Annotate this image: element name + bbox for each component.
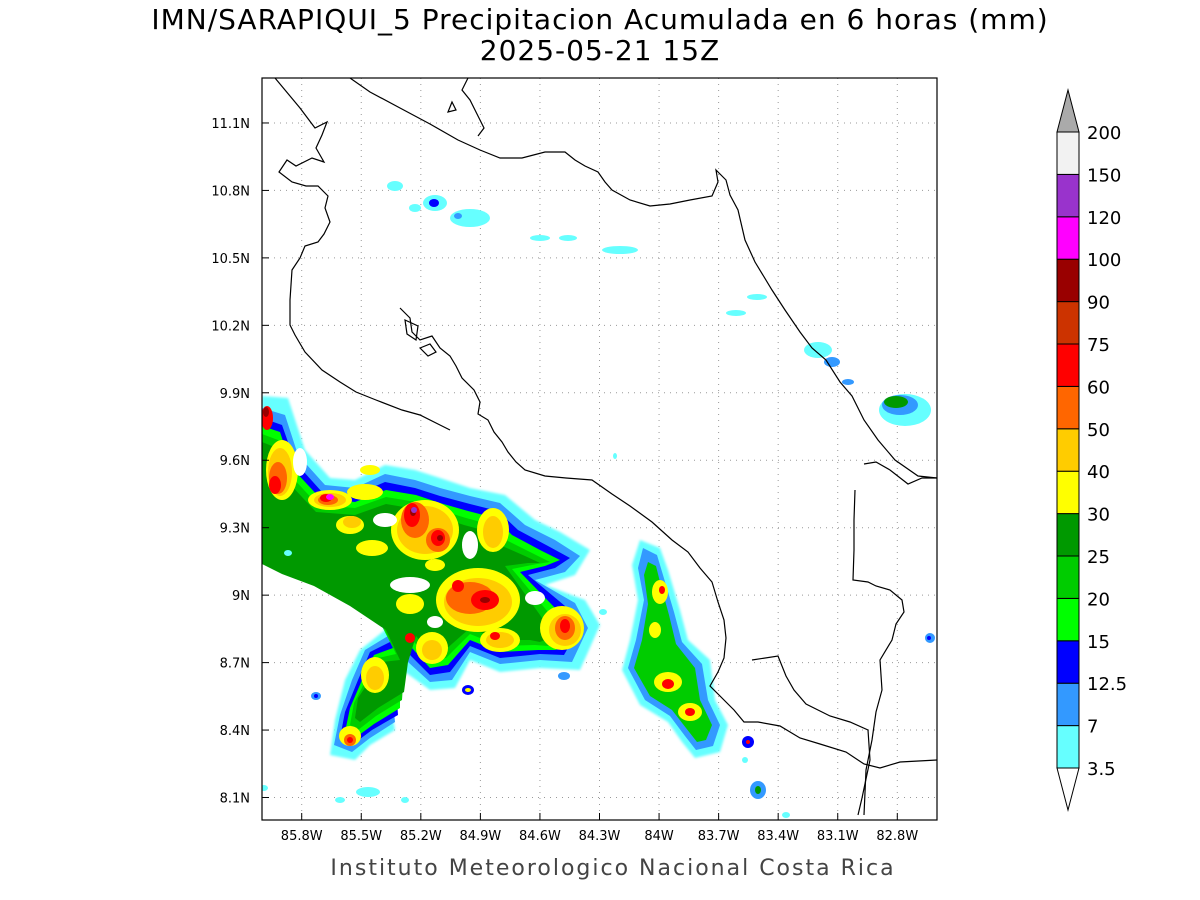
colorbar-swatch bbox=[1056, 131, 1080, 175]
colorbar-label: 200 bbox=[1087, 123, 1121, 144]
lon-tick-label: 84.6W bbox=[519, 829, 561, 844]
colorbar-label: 30 bbox=[1087, 505, 1110, 526]
lon-tick-label: 85.5W bbox=[340, 829, 382, 844]
panama-border bbox=[852, 489, 905, 816]
map-title: IMN/SARAPIQUI_5 Precipitacion Acumulada … bbox=[151, 3, 1049, 36]
precipitation-field bbox=[262, 181, 935, 818]
lat-tick-label: 10.8N bbox=[211, 184, 250, 199]
colorbar: 3.5 7 12.5 15 20 25 30 40 50 60 75 90 100 120 150 200 bbox=[1056, 88, 1127, 812]
colorbar-swatch bbox=[1056, 470, 1080, 515]
colorbar-label: 20 bbox=[1087, 589, 1110, 610]
rain-core-120 bbox=[411, 507, 417, 513]
lon-tick-label: 82.8W bbox=[876, 829, 918, 844]
colorbar-swatch bbox=[1056, 428, 1080, 472]
lat-tick-label: 8.4N bbox=[220, 724, 250, 739]
lat-tick-label: 11.1N bbox=[211, 117, 250, 132]
lon-tick-label: 85.2W bbox=[400, 829, 442, 844]
lat-tick-label: 9.9N bbox=[220, 387, 250, 402]
colorbar-label: 120 bbox=[1087, 208, 1121, 229]
colorbar-label: 75 bbox=[1087, 335, 1110, 356]
colorbar-label: 7 bbox=[1087, 717, 1098, 738]
colorbar-swatch bbox=[1056, 682, 1080, 727]
rain-core-60 bbox=[659, 586, 695, 716]
colorbar-swatch bbox=[1056, 640, 1080, 684]
osa-peninsula bbox=[751, 655, 871, 816]
colorbar-high-arrow bbox=[1056, 88, 1080, 133]
colorbar-label: 100 bbox=[1087, 250, 1121, 271]
lat-tick-label: 8.7N bbox=[220, 657, 250, 672]
colorbar-swatch bbox=[1056, 555, 1080, 599]
lat-tick-label: 10.2N bbox=[211, 319, 250, 334]
rain-band-southeast bbox=[634, 562, 712, 742]
colorbar-swatch bbox=[1056, 725, 1080, 769]
colorbar-swatch bbox=[1056, 385, 1080, 430]
panama-border bbox=[863, 461, 937, 485]
colorbar-label: 60 bbox=[1087, 377, 1110, 398]
coastal-inlet bbox=[418, 343, 437, 357]
lon-tick-label: 84.3W bbox=[579, 829, 621, 844]
colorbar-label: 15 bbox=[1087, 632, 1110, 653]
lon-tick-label: 84.9W bbox=[459, 829, 501, 844]
colorbar-swatch bbox=[1056, 597, 1080, 642]
colorbar-swatch bbox=[1056, 301, 1080, 345]
colorbar-label: 150 bbox=[1087, 165, 1121, 186]
colorbar-low-arrow bbox=[1056, 767, 1080, 812]
inland-lake bbox=[404, 318, 419, 342]
lon-tick-label: 85.8W bbox=[281, 829, 323, 844]
rain-scattered-cells bbox=[262, 181, 935, 818]
lon-tick-label: 84W bbox=[644, 829, 674, 844]
map-date: 2025-05-21 15Z bbox=[479, 34, 721, 67]
colorbar-label: 40 bbox=[1087, 462, 1110, 483]
colorbar-label: 90 bbox=[1087, 293, 1110, 314]
lat-tick-label: 9.6N bbox=[220, 454, 250, 469]
colorbar-swatch bbox=[1056, 173, 1080, 218]
colorbar-swatch bbox=[1056, 513, 1080, 557]
colorbar-label: 3.5 bbox=[1087, 759, 1116, 780]
lat-tick-label: 9.3N bbox=[220, 522, 250, 537]
colorbar-label: 12.5 bbox=[1087, 674, 1127, 695]
nicaragua-coast bbox=[274, 78, 451, 431]
colorbar-label: 25 bbox=[1087, 547, 1110, 568]
lake-nicaragua bbox=[349, 78, 937, 479]
colorbar-swatch bbox=[1056, 258, 1080, 303]
coastlines bbox=[274, 78, 937, 816]
colorbar-swatch bbox=[1056, 216, 1080, 260]
latitude-labels: 11.1N 10.8N 10.5N 10.2N 9.9N 9.6N 9.3N 9N 8.7N 8.… bbox=[211, 117, 269, 807]
lon-tick-label: 83.7W bbox=[698, 829, 740, 844]
gulf-nicoya bbox=[399, 307, 937, 769]
rain-band-gaps bbox=[293, 448, 545, 628]
rain-core-100 bbox=[326, 494, 334, 500]
lat-tick-label: 9N bbox=[232, 589, 250, 604]
colorbar-label: 50 bbox=[1087, 420, 1110, 441]
credit-line: Instituto Meteorologico Nacional Costa R… bbox=[330, 856, 896, 881]
border-line bbox=[461, 78, 485, 137]
longitude-labels: 85.8W 85.5W 85.2W 84.9W 84.6W 84.3W 84W 83.7W 83… bbox=[281, 813, 918, 844]
lon-tick-label: 83.4W bbox=[757, 829, 799, 844]
small-island bbox=[447, 100, 457, 113]
lat-tick-label: 8.1N bbox=[220, 792, 250, 807]
lon-tick-label: 83.1W bbox=[817, 829, 859, 844]
lat-tick-label: 10.5N bbox=[211, 252, 250, 267]
colorbar-swatch bbox=[1056, 343, 1080, 387]
